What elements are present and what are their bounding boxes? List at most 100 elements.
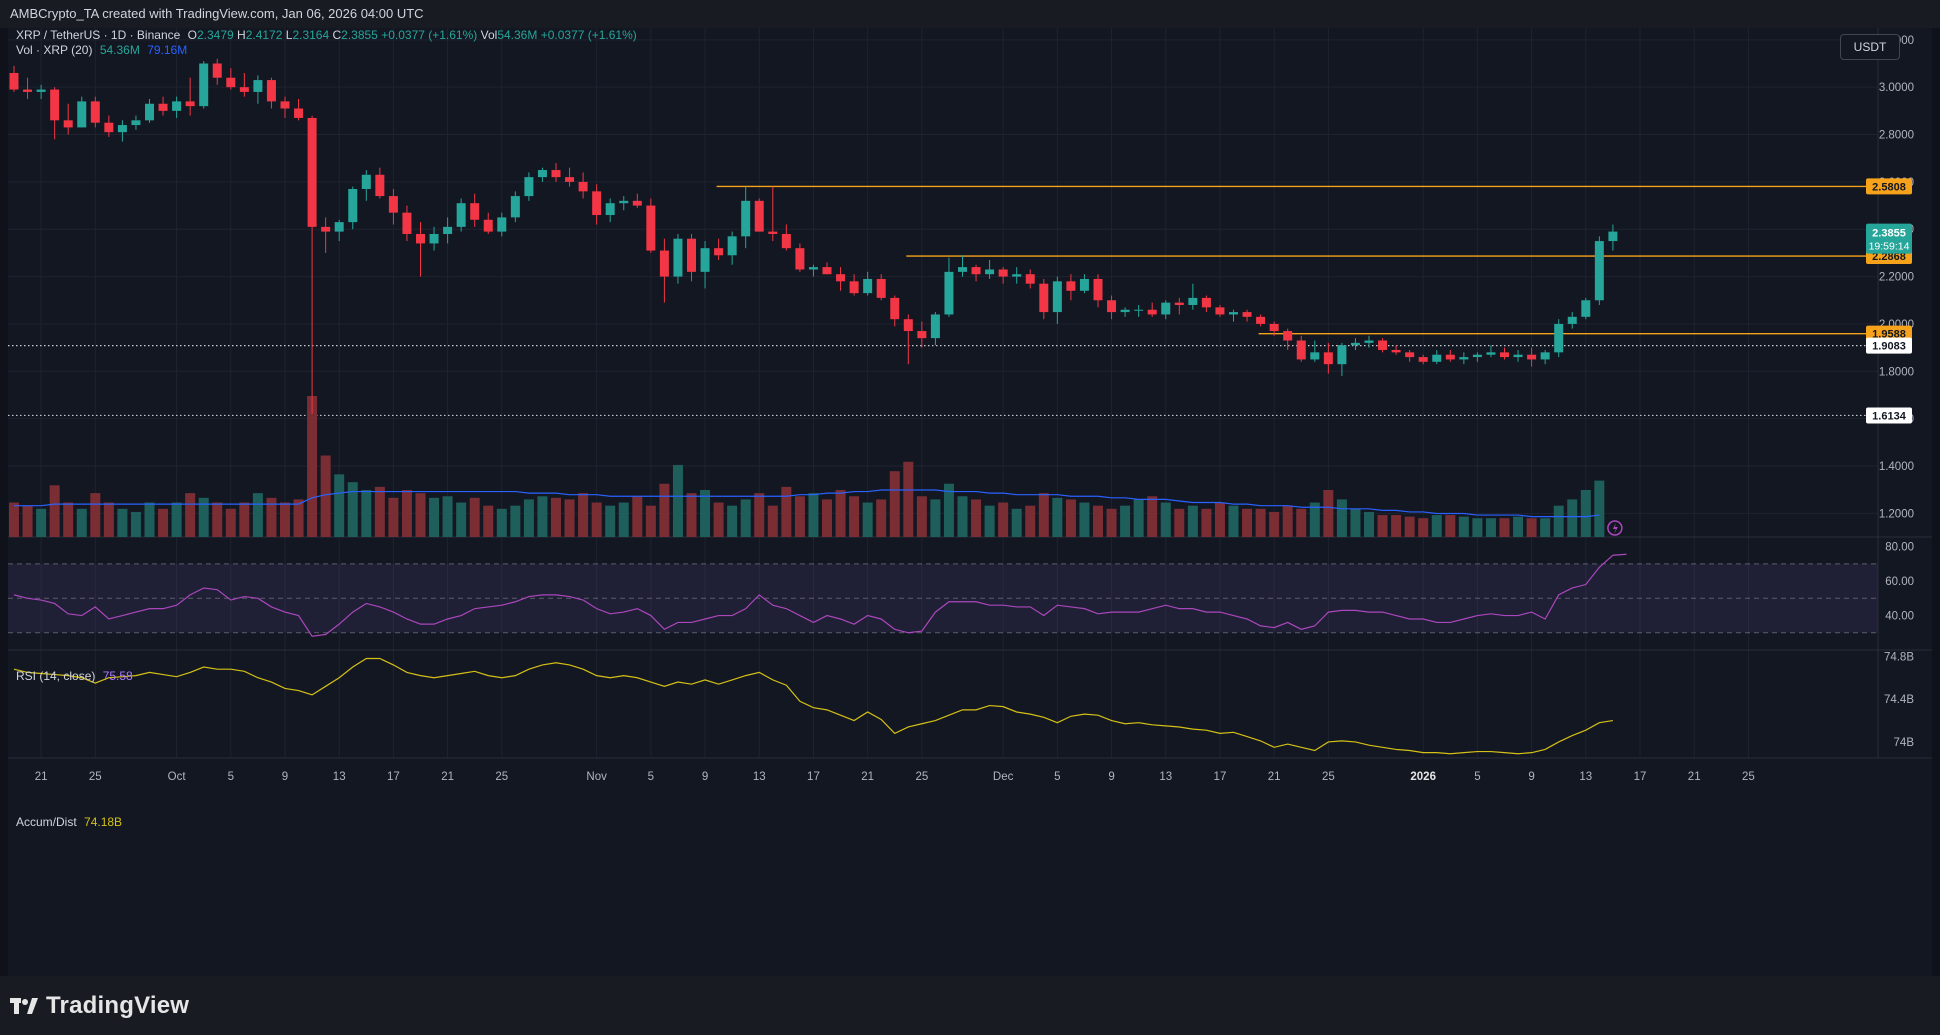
volume-bar xyxy=(252,493,263,537)
volume-bar xyxy=(293,499,304,537)
volume-bar xyxy=(632,496,643,537)
candle-body xyxy=(1513,354,1523,358)
countdown-tag: 19:59:14 xyxy=(1869,241,1910,253)
time-tick-label: 5 xyxy=(228,771,234,783)
candle-body xyxy=(714,248,724,256)
candle-body xyxy=(1378,340,1388,350)
candle-body xyxy=(1052,281,1062,313)
time-tick-label: 21 xyxy=(1268,771,1281,783)
candle-body xyxy=(768,231,778,234)
time-tick-label: 17 xyxy=(1214,771,1227,783)
volume-bar xyxy=(998,502,1009,537)
volume-bar xyxy=(307,396,318,537)
time-tick-label: 9 xyxy=(282,771,288,783)
candle-body xyxy=(1242,312,1252,317)
volume-bar xyxy=(1201,508,1212,537)
volume-bar xyxy=(1336,499,1347,537)
candle-body xyxy=(1310,352,1320,360)
candle-body xyxy=(1445,354,1455,360)
time-tick-label: 21 xyxy=(1688,771,1701,783)
time-tick-label: Oct xyxy=(168,771,187,783)
legend-c-label: C xyxy=(332,28,342,42)
volume-bar xyxy=(1580,490,1591,537)
volume-bar xyxy=(794,496,805,537)
volume-bar xyxy=(822,499,832,537)
candle-body xyxy=(36,89,46,92)
volume-bar xyxy=(1567,499,1578,537)
volume-bar xyxy=(144,502,155,537)
candle-body xyxy=(158,103,168,111)
volume-bar xyxy=(672,464,683,537)
volume-value: 54.36M xyxy=(99,43,140,57)
candle-body xyxy=(971,267,981,275)
candle-body xyxy=(700,248,710,272)
candle-body xyxy=(1174,302,1184,305)
volume-bar xyxy=(90,493,101,537)
candle-body xyxy=(1025,274,1035,284)
candle-body xyxy=(307,117,317,227)
legend-vol-label: Vol xyxy=(480,28,498,42)
price-tick-label: 1.8000 xyxy=(1879,366,1914,378)
volume-bar xyxy=(1011,508,1022,537)
price-tick-label: 3.0000 xyxy=(1879,82,1914,94)
volume-bar xyxy=(1147,496,1158,537)
volume-bar xyxy=(185,493,196,537)
candle-body xyxy=(1527,354,1537,360)
volume-bar xyxy=(605,505,616,537)
candle-body xyxy=(388,196,398,213)
candle-body xyxy=(321,226,331,232)
level-tag: 2.5808 xyxy=(1872,181,1906,193)
candle-body xyxy=(416,233,425,244)
volume-bar xyxy=(1282,505,1293,537)
volume-bar xyxy=(1391,515,1402,537)
candle-body xyxy=(985,269,995,275)
candle-body xyxy=(1418,357,1428,362)
candle-body xyxy=(1066,281,1076,291)
candle-body xyxy=(754,200,764,232)
chart-frame[interactable]: 3.20003.00002.80002.60002.40002.20002.00… xyxy=(8,28,1932,976)
level-tag: 2.2868 xyxy=(1872,251,1906,263)
time-tick-label: 25 xyxy=(1322,771,1335,783)
legend-close: 2.3855 xyxy=(341,28,378,42)
candle-body xyxy=(605,203,615,216)
candle-body xyxy=(646,205,656,251)
volume-bar xyxy=(1296,508,1307,537)
level-tag: 1.6134 xyxy=(1872,410,1907,422)
price-levels xyxy=(8,185,1878,417)
candle-body xyxy=(253,80,263,92)
candle-body xyxy=(348,188,358,223)
candle-body xyxy=(1323,352,1333,365)
volume-bar xyxy=(876,499,887,537)
candle-body xyxy=(470,203,480,220)
candle-body xyxy=(266,80,276,102)
time-tick-label: 9 xyxy=(1108,771,1114,783)
volume-bar xyxy=(49,485,60,537)
candle-body xyxy=(90,101,100,123)
time-tick-label: 17 xyxy=(1634,771,1647,783)
legend-o-label: O xyxy=(187,28,197,42)
candle-body xyxy=(808,267,818,270)
candle-body xyxy=(687,238,696,272)
volume-ma-value: 79.16M xyxy=(147,43,188,57)
credit-bar: AMBCrypto_TA created with TradingView.co… xyxy=(0,0,1940,28)
volume-bar xyxy=(1106,508,1117,537)
volume-bar xyxy=(1513,516,1524,537)
volume-bar xyxy=(320,455,331,537)
volume-bar xyxy=(1404,516,1415,537)
volume-bar xyxy=(456,502,467,537)
tradingview-logo[interactable]: TradingView xyxy=(10,992,189,1020)
volume-bar xyxy=(103,502,114,537)
volume-bar xyxy=(740,499,751,537)
legend-vol: 54.36M xyxy=(497,28,538,42)
ad-pane xyxy=(13,657,1613,755)
volume-bar xyxy=(551,497,561,537)
main-legend: XRP / TetherUS · 1D · Binance O2.3479 H2… xyxy=(16,28,637,42)
volume-bar xyxy=(578,493,589,537)
chart-svg[interactable]: 3.20003.00002.80002.60002.40002.20002.00… xyxy=(8,28,1932,976)
legend-vol-change: +0.0377 (+1.61%) xyxy=(540,28,637,42)
level-tag: 1.9083 xyxy=(1872,341,1906,353)
time-tick-label: 13 xyxy=(753,771,766,783)
currency-button[interactable]: USDT xyxy=(1840,34,1900,60)
candle-body xyxy=(117,125,127,133)
volume-bar xyxy=(1187,505,1198,537)
